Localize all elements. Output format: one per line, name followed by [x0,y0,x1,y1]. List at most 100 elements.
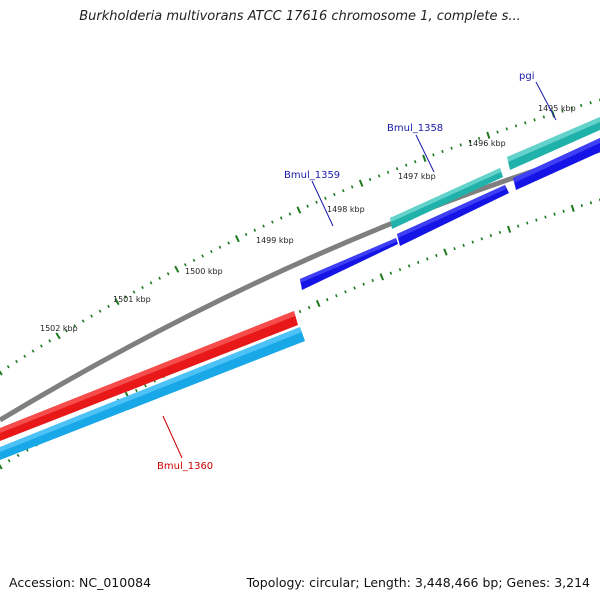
chromosome-backbone [0,147,600,423]
scale-tick [480,237,484,241]
scale-tick [90,314,93,318]
scale-tick [192,258,196,262]
scale-tick [562,209,565,213]
scale-tick [298,309,302,314]
scale-tick [7,459,11,463]
scale-tick [544,215,547,219]
scale-tick [134,388,138,393]
gene-label-bmul-1358[interactable]: Bmul_1358 [387,123,443,173]
scale-tick [377,174,381,178]
scale-tick [422,154,427,162]
scale-tick [306,204,309,208]
scale-label: 1497 kbp [398,172,436,181]
gene-feature-pgi-lower[interactable] [513,138,600,190]
scale-tick [324,196,327,200]
scale-tick [48,339,52,343]
scale-tick [443,248,448,256]
scale-label: 1499 kbp [256,236,294,245]
scale-tick [570,106,573,110]
scale-tick [124,295,127,299]
scale-tick [344,290,347,294]
gene-feature-bmul-1359[interactable] [300,238,398,290]
gene-feature-pgi-upper[interactable] [507,117,600,170]
scale-tick [315,200,318,204]
scale-tick [516,224,520,228]
scale-tick [498,230,502,234]
scale-tick [218,245,222,249]
gene-name-bmul-1360: Bmul_1360 [157,461,213,472]
scale-tick [561,109,564,113]
scale-tick [65,329,68,333]
scale-tick [307,305,311,310]
scale-tick [514,124,518,128]
scale-tick [15,359,18,364]
gene-label-bmul-1359[interactable]: Bmul_1359 [284,170,340,227]
gene-feature-bmul-1360-red[interactable] [0,311,298,441]
scale-tick [407,264,411,268]
scale-tick [404,163,408,167]
summary-text: Topology: circular; Length: 3,448,466 bp… [246,575,590,590]
scale-tick [234,235,240,243]
outer-tick-ring [0,98,600,376]
scale-tick [533,118,536,122]
scale-tick [468,140,472,144]
gene-feature-bmul-1358-lower[interactable] [397,185,509,246]
scale-tick [358,179,364,187]
scale-tick [253,228,257,232]
scale-tick [262,224,265,228]
scale-tick [441,149,444,154]
scale-tick [526,221,529,225]
scale-tick [201,254,205,258]
scale-labels: 1495 kbp 1496 kbp 1497 kbp 1498 kbp 1499 kbp… [40,104,576,333]
scale-tick [16,453,20,458]
gene-feature-bmul-1358-upper[interactable] [390,168,503,229]
scale-tick [0,370,3,376]
scale-tick [23,354,27,358]
scale-tick [271,220,274,224]
scale-tick [505,127,508,131]
scale-tick [435,253,438,258]
scale-tick [426,257,429,261]
scale-tick [0,464,3,470]
scale-tick [507,225,512,233]
accession-text: Accession: NC_010084 [9,575,152,590]
scale-tick [580,203,583,208]
map-title: Burkholderia multivorans ATCC 17616 chro… [79,9,521,24]
scale-tick [315,299,321,308]
scale-tick [379,273,385,281]
gene-label-pgi[interactable]: pgi [519,71,557,121]
scale-tick [486,131,491,139]
scale-tick [368,177,372,182]
gene-label-bmul-1360[interactable]: Bmul_1360 [157,415,213,472]
scale-tick [477,136,481,140]
scale-label: 1498 kbp [327,205,365,214]
scale-tick [353,286,356,290]
scale-tick [589,201,593,205]
scale-tick [6,365,10,369]
scale-tick [132,290,136,294]
scale-tick [296,206,302,214]
scale-tick [398,268,402,272]
scale-tick [389,271,393,275]
scale-label: 1501 kbp [113,295,151,304]
scale-tick [459,143,462,147]
scale-tick [524,121,527,125]
gene-name-bmul-1359: Bmul_1359 [284,170,340,181]
scale-tick [386,170,390,174]
scale-tick [580,103,583,108]
scale-tick [227,241,231,245]
scale-tick [144,384,147,388]
gene-feature-bmul-1360-cyan[interactable] [0,327,305,460]
scale-tick [535,218,538,222]
scale-tick [450,146,453,150]
scale-tick [453,247,456,251]
scale-tick [81,319,85,323]
scale-tick [158,276,161,280]
scale-tick [589,101,592,105]
scale-tick [371,278,375,283]
scale-label: 1496 kbp [468,139,506,148]
scale-tick [489,233,493,238]
scale-label: 1502 kbp [40,324,78,333]
